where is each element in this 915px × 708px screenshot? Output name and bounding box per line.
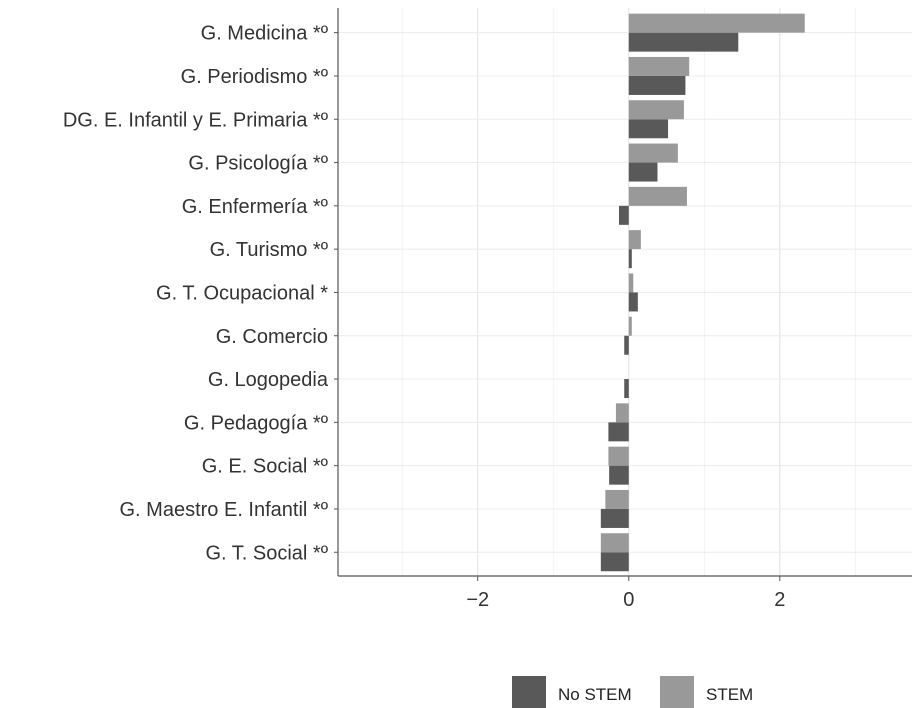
x-axis-labels: −2 0 2: [466, 589, 785, 611]
bar-stem: [628, 230, 641, 250]
bar-stem: [628, 56, 690, 76]
y-axis-labels: G. Medicina *º G. Periodismo *º DG. E. Inf…: [63, 23, 329, 565]
y-tick-label: G. Comercio: [216, 326, 328, 348]
bar-no-stem: [608, 422, 629, 442]
bar-stem: [628, 316, 632, 336]
x-tick-label: 2: [774, 589, 785, 611]
bar-stem: [605, 489, 629, 509]
bar-no-stem: [624, 335, 629, 355]
bar-no-stem: [628, 119, 669, 139]
y-tick-label: G. Psicología *º: [188, 153, 328, 175]
y-tick-label: G. T. Ocupacional *: [156, 282, 328, 304]
y-tick-label: G. T. Social *º: [205, 542, 328, 564]
legend-swatch-stem: [660, 676, 694, 708]
bar-stem: [628, 100, 684, 120]
y-tick-label: G. Turismo *º: [210, 239, 329, 261]
bar-no-stem: [600, 508, 629, 528]
y-tick-label: G. Logopedia: [208, 369, 329, 391]
bar-stem: [608, 446, 629, 466]
bar-no-stem: [624, 379, 629, 399]
bar-no-stem: [609, 465, 629, 485]
y-tick-label: G. Maestro E. Infantil *º: [120, 499, 329, 521]
x-tick-label: −2: [466, 589, 489, 611]
bar-stem: [628, 186, 687, 206]
bar-no-stem: [600, 552, 629, 572]
y-tick-label: G. Medicina *º: [201, 23, 329, 45]
x-tick-label: 0: [623, 589, 634, 611]
bar-stem: [615, 403, 629, 423]
legend: No STEM STEM: [512, 676, 753, 708]
legend-swatch-no-stem: [512, 676, 546, 708]
bar-stem: [628, 143, 678, 163]
bar-stem: [628, 13, 805, 33]
bar-no-stem: [628, 249, 632, 269]
bar-no-stem: [628, 32, 739, 52]
bar-no-stem: [628, 75, 686, 95]
bar-no-stem: [628, 162, 658, 182]
bar-stem: [628, 273, 634, 293]
legend-label-no-stem: No STEM: [558, 685, 632, 704]
y-tick-label: G. E. Social *º: [202, 456, 329, 478]
y-tick-label: G. Periodismo *º: [181, 66, 329, 88]
legend-label-stem: STEM: [706, 685, 753, 704]
axes: [334, 8, 912, 581]
bar-stem: [600, 533, 629, 553]
bar-no-stem: [628, 292, 638, 312]
y-tick-label: DG. E. Infantil y E. Primaria *º: [63, 109, 329, 131]
bar-no-stem: [618, 205, 629, 225]
bars: [600, 13, 805, 572]
y-tick-label: G. Enfermería *º: [182, 196, 329, 218]
y-tick-label: G. Pedagogía *º: [184, 412, 329, 434]
